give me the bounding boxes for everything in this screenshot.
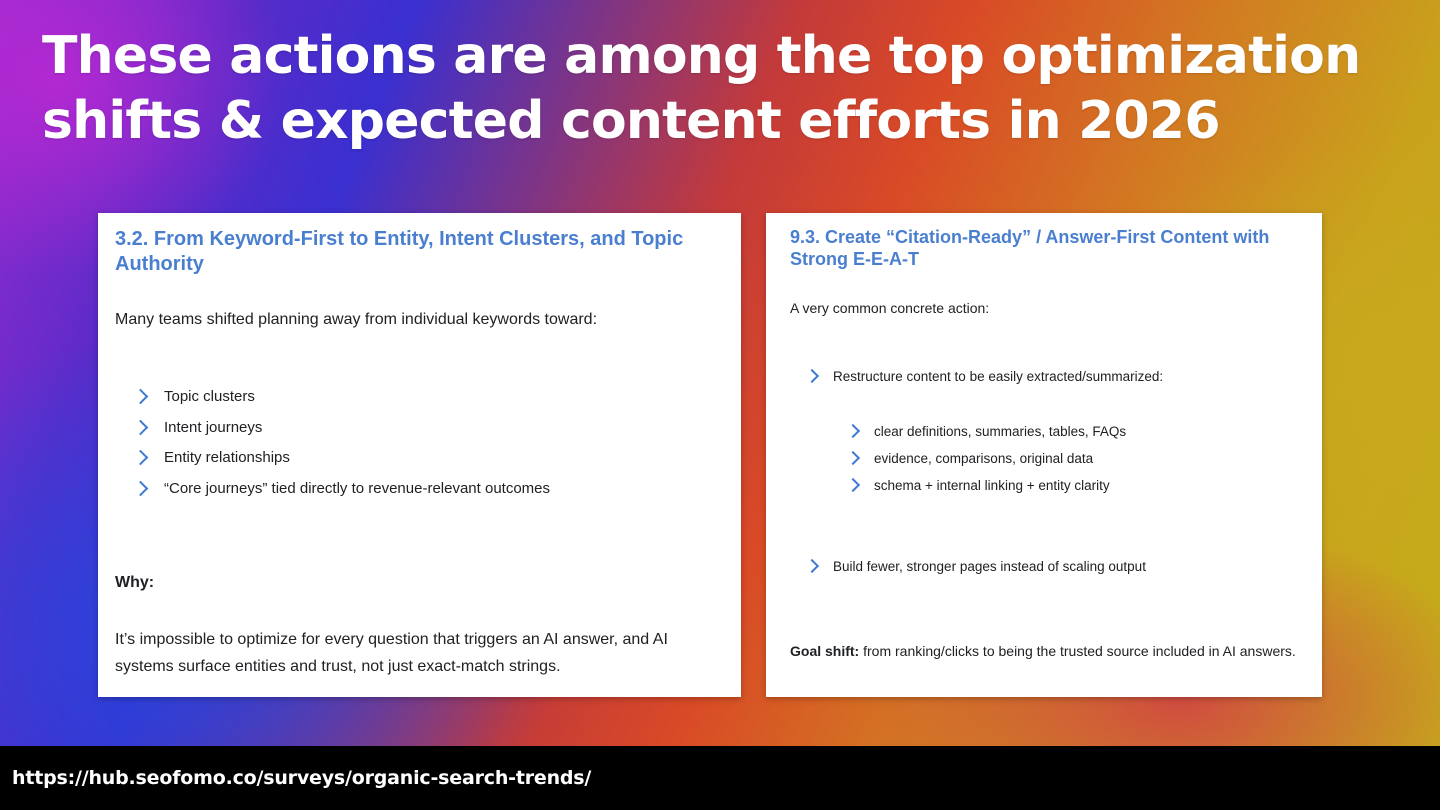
chevron-right-icon (132, 449, 149, 465)
chevron-right-icon (845, 477, 861, 493)
chevron-right-icon (845, 423, 861, 439)
sub-list-item: clear definitions, summaries, tables, FA… (845, 420, 1127, 442)
list-item-label: Entity relationships (164, 448, 290, 466)
left-card: 3.2. From Keyword-First to Entity, Inten… (98, 213, 741, 697)
list-item: Entity relationships (132, 445, 290, 469)
chevron-right-icon (804, 558, 820, 574)
sub-list-item: schema + internal linking + entity clari… (845, 474, 1110, 496)
chevron-right-icon (132, 388, 149, 404)
chevron-right-icon (845, 450, 861, 466)
chevron-right-icon (804, 368, 820, 384)
why-text: It’s impossible to optimize for every qu… (115, 631, 668, 675)
list-item-label: Build fewer, stronger pages instead of s… (833, 558, 1146, 574)
slide-title: These actions are among the top optimiza… (42, 26, 1361, 151)
list-item: Restructure content to be easily extract… (804, 365, 1164, 387)
sub-list-item-label: schema + internal linking + entity clari… (874, 477, 1110, 493)
list-item: Intent journeys (132, 415, 263, 439)
right-card-intro: A very common concrete action: (790, 300, 990, 316)
list-item-label: Restructure content to be easily extract… (833, 368, 1164, 384)
list-item-label: Topic clusters (164, 387, 255, 405)
goal-shift-text: Goal shift: from ranking/clicks to being… (790, 639, 1300, 663)
slide-background: These actions are among the top optimiza… (0, 0, 1440, 746)
list-item: Build fewer, stronger pages instead of s… (804, 555, 1146, 577)
sub-list-item-label: evidence, comparisons, original data (874, 450, 1094, 466)
list-item: “Core journeys” tied directly to revenue… (132, 476, 551, 500)
right-card-heading: 9.3. Create “Citation-Ready” / Answer-Fi… (790, 227, 1270, 269)
right-card: 9.3. Create “Citation-Ready” / Answer-Fi… (766, 213, 1322, 697)
list-item-label: “Core journeys” tied directly to revenue… (164, 479, 551, 497)
chevron-right-icon (132, 419, 149, 435)
why-label: Why: (115, 574, 155, 591)
chevron-right-icon (132, 480, 149, 496)
source-url: https://hub.seofomo.co/surveys/organic-s… (12, 767, 592, 789)
sub-list-item-label: clear definitions, summaries, tables, FA… (874, 423, 1127, 439)
list-item: Topic clusters (132, 384, 255, 408)
sub-list-item: evidence, comparisons, original data (845, 447, 1094, 469)
goal-shift-label: Goal shift: (790, 643, 860, 659)
goal-shift-body: from ranking/clicks to being the trusted… (859, 643, 1296, 659)
list-item-label: Intent journeys (164, 418, 263, 436)
left-card-heading: 3.2. From Keyword-First to Entity, Inten… (115, 228, 684, 275)
footer-bar: https://hub.seofomo.co/surveys/organic-s… (0, 746, 1440, 810)
left-card-intro: Many teams shifted planning away from in… (115, 311, 598, 328)
